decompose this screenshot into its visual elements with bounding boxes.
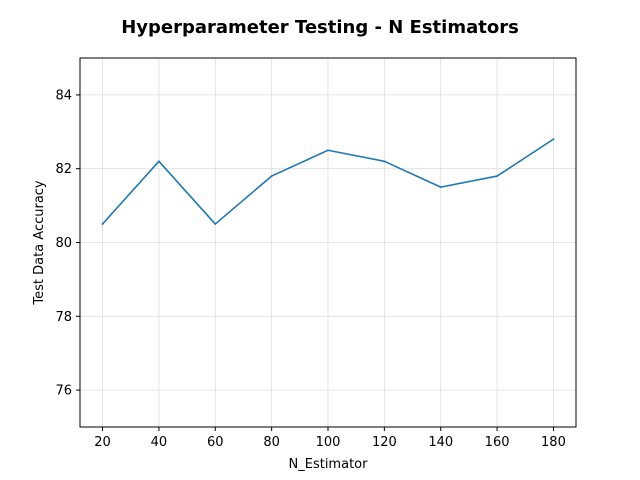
x-tick-label: 120 [372,435,397,450]
grid [80,58,576,427]
x-tick-label: 160 [485,435,510,450]
x-axis-label: N_Estimator [289,457,369,472]
data-point [439,186,442,189]
y-tick-label: 80 [55,236,72,251]
chart-title: Hyperparameter Testing - N Estimators [121,17,519,38]
y-tick-label: 84 [55,88,72,103]
data-point [214,223,217,225]
data-point [101,223,104,225]
y-tick-label: 82 [55,162,72,177]
x-tick-label: 40 [151,435,168,450]
x-tick-label: 80 [263,435,280,450]
data-point [270,175,273,177]
x-tick-label: 20 [94,435,111,450]
data-point [327,149,329,152]
data-point [496,175,498,177]
y-axis-label: Test Data Accuracy [32,180,47,306]
x-tick-label: 140 [428,435,453,450]
data-point [158,160,160,163]
x-tick-label: 100 [316,435,341,450]
series-layer [101,138,555,226]
x-tick-label: 180 [541,435,566,450]
y-tick-label: 76 [55,384,72,399]
x-tick-label: 60 [207,435,224,450]
data-point [383,160,386,163]
y-tick-label: 78 [55,310,72,325]
axis-ticks: 20 40 60 80 100 120 140 160 180 76 78 80 82 84 [55,88,565,450]
data-point [552,138,555,141]
